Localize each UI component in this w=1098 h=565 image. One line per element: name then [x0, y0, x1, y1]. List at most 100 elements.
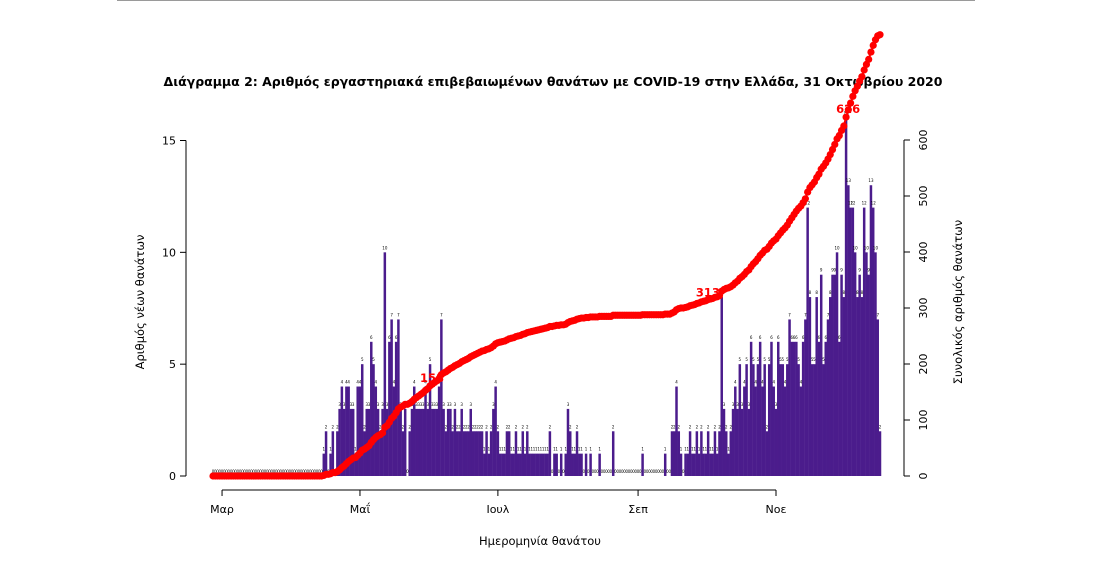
- bar: [360, 364, 364, 476]
- top-rule: [117, 0, 975, 1]
- bar-label: 2: [879, 424, 882, 429]
- bar-label: 2: [451, 424, 454, 429]
- bar-label: 3: [381, 402, 384, 407]
- bar: [510, 453, 513, 476]
- bar-label: 3: [338, 402, 341, 407]
- bar: [772, 386, 775, 476]
- bar-label: 5: [752, 357, 755, 362]
- bar: [815, 297, 818, 476]
- bar-label: 1: [555, 447, 558, 452]
- bar-label: 1: [533, 447, 536, 452]
- bar-label: 1: [698, 447, 701, 452]
- bar-label: 1: [510, 447, 513, 452]
- bar-label: 0: [650, 469, 653, 474]
- bar-label: 0: [635, 469, 638, 474]
- cumulative-point: [844, 106, 852, 114]
- cumulative-point: [865, 55, 873, 63]
- bar-label: 0: [282, 469, 285, 474]
- bar: [514, 431, 518, 476]
- bar: [530, 453, 534, 476]
- y-left-tick-label: 15: [162, 135, 176, 148]
- bar: [663, 453, 667, 476]
- bar-label: 4: [754, 380, 757, 385]
- bar-label: 9: [858, 268, 861, 273]
- bar: [695, 431, 699, 476]
- bar-label: 1: [535, 447, 538, 452]
- bar-label: 2: [363, 424, 366, 429]
- x-tick-label: Μαρ: [210, 503, 234, 516]
- bar-label: 0: [309, 469, 312, 474]
- bar: [693, 453, 696, 476]
- chart-title: Διάγραμμα 2: Αριθμός εργαστηριακά επιβεβ…: [164, 74, 943, 89]
- bar: [781, 364, 785, 476]
- bar: [322, 453, 326, 476]
- bar: [826, 319, 830, 476]
- bar-label: 0: [223, 469, 226, 474]
- bar-label: 1: [501, 447, 504, 452]
- bar-label: 3: [732, 402, 735, 407]
- bar-label: 0: [293, 469, 296, 474]
- bar-label: 0: [273, 469, 276, 474]
- cumulative-point: [378, 429, 387, 437]
- bar-label: 12: [871, 201, 877, 206]
- bar-label: 3: [454, 402, 457, 407]
- bar-label: 3: [442, 402, 445, 407]
- bar: [611, 431, 615, 476]
- bar-label: 0: [655, 469, 658, 474]
- bar: [412, 386, 416, 476]
- bar-label: 1: [589, 447, 592, 452]
- bar-label: 1: [693, 447, 696, 452]
- bar-label: 3: [447, 402, 450, 407]
- bar: [858, 274, 861, 476]
- bar-label: 0: [221, 469, 224, 474]
- bar: [824, 341, 827, 476]
- bar-label: 0: [266, 469, 269, 474]
- bar-label: 2: [379, 424, 382, 429]
- bar-label: 3: [415, 402, 418, 407]
- bar: [878, 431, 882, 476]
- bar: [869, 185, 873, 477]
- bar-label: 10: [853, 245, 859, 250]
- bar-label: 2: [729, 424, 732, 429]
- bar: [444, 431, 448, 476]
- bar-label: 6: [770, 335, 773, 340]
- bar: [711, 453, 714, 476]
- bar-label: 2: [332, 424, 335, 429]
- bar: [469, 408, 472, 476]
- bar: [460, 408, 463, 476]
- bar-label: 0: [239, 469, 242, 474]
- bar: [546, 453, 549, 476]
- bar: [718, 431, 721, 476]
- bar-label: 6: [777, 335, 780, 340]
- y-left-tick-label: 0: [169, 470, 176, 483]
- bar: [808, 297, 812, 476]
- bar: [507, 431, 511, 476]
- bar-label: 10: [382, 245, 388, 250]
- bar: [462, 431, 466, 476]
- bar-label: 0: [621, 469, 624, 474]
- bar-label: 2: [467, 424, 470, 429]
- bar-label: 1: [329, 447, 332, 452]
- bar-label: 0: [284, 469, 287, 474]
- bar-label: 9: [867, 268, 870, 273]
- bar-label: 12: [850, 201, 856, 206]
- cumulative-point: [869, 41, 877, 49]
- bar: [860, 297, 864, 476]
- bar-label: 5: [782, 357, 785, 362]
- bar-label: 2: [707, 424, 710, 429]
- bar: [758, 341, 762, 476]
- bar: [410, 408, 414, 476]
- bar-label: 4: [800, 380, 803, 385]
- bar-label: 3: [775, 402, 778, 407]
- bar-label: 0: [646, 469, 649, 474]
- bar-label: 5: [811, 357, 814, 362]
- bar: [535, 453, 538, 476]
- bar: [354, 453, 357, 476]
- bar-label: 0: [228, 469, 231, 474]
- bar-label: 0: [237, 469, 240, 474]
- bar-label: 2: [671, 424, 674, 429]
- bar-label: 4: [761, 380, 764, 385]
- bar-label: 7: [788, 312, 791, 317]
- bar: [745, 364, 748, 476]
